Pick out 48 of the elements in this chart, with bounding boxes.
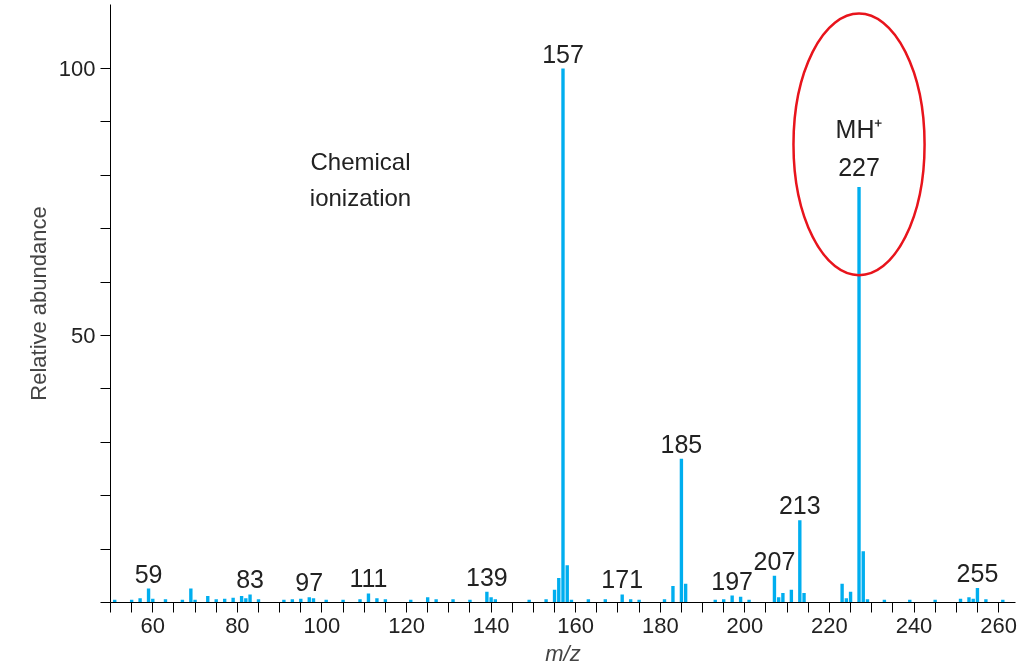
bar [798, 520, 802, 603]
bar [434, 599, 438, 603]
annotation: 83 [236, 565, 264, 594]
bar [840, 583, 844, 603]
bar [189, 588, 193, 603]
x-tick-label: 80 [225, 612, 250, 638]
x-tick-label: 100 [303, 612, 341, 638]
bar [730, 595, 734, 603]
annotation: 111 [349, 564, 388, 593]
annotation: 197 [711, 566, 754, 595]
bar [485, 591, 489, 603]
bar [248, 594, 252, 603]
x-tick-label: 220 [811, 612, 848, 638]
bar [244, 598, 248, 603]
bar [138, 598, 142, 603]
x-tick-label: 120 [388, 612, 425, 638]
y-tick-label: 50 [71, 323, 96, 349]
y-axis-title: Relative abundance [25, 206, 51, 401]
annotation: 139 [466, 562, 508, 591]
bar [358, 599, 362, 603]
bar [544, 599, 548, 603]
x-tick-label: 260 [980, 612, 1017, 638]
bar [984, 599, 988, 603]
annotation: 97 [295, 568, 324, 597]
x-tick-label: 60 [140, 612, 166, 638]
annotation: 171 [601, 565, 644, 594]
bar [451, 599, 455, 603]
x-tick-label: 180 [641, 612, 679, 638]
annotation: 157 [542, 39, 584, 68]
bar [967, 597, 971, 603]
bar [671, 585, 675, 603]
x-axis-title: m/z [545, 640, 581, 666]
bar [857, 187, 861, 603]
x-tick-label: 160 [557, 612, 595, 638]
bar [561, 68, 565, 603]
x-tick-label: 200 [726, 612, 764, 638]
bar [375, 598, 379, 603]
annotation: 207 [753, 546, 796, 575]
bar [231, 597, 235, 603]
x-tick-label: 140 [472, 612, 510, 638]
bar [781, 592, 785, 603]
annotation: 255 [956, 559, 999, 588]
x-tick-label: 240 [895, 612, 933, 638]
annotation: 59 [134, 559, 163, 588]
annotation: 185 [660, 429, 703, 458]
annotation: Chemical ionization [309, 147, 412, 211]
annotation: 213 [778, 491, 821, 520]
annotation: MH⁺ 227 [835, 115, 883, 182]
